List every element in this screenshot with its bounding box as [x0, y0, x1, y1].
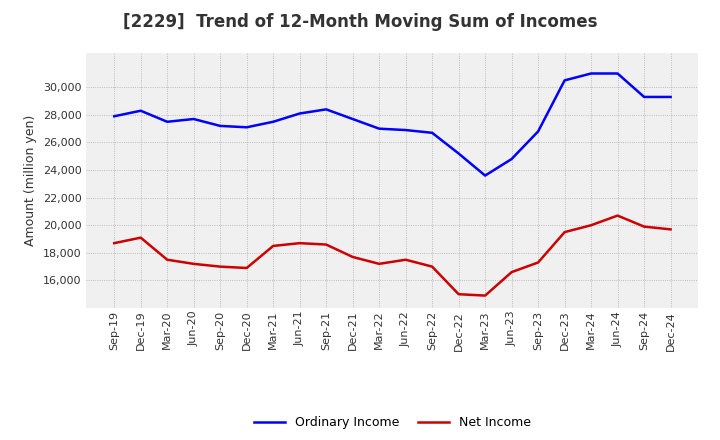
Ordinary Income [295, 111, 304, 116]
Ordinary Income [534, 129, 542, 134]
Ordinary Income [216, 123, 225, 128]
Ordinary Income [348, 116, 357, 121]
Y-axis label: Amount (million yen): Amount (million yen) [24, 115, 37, 246]
Net Income [508, 269, 516, 275]
Line: Ordinary Income: Ordinary Income [114, 73, 670, 176]
Net Income [216, 264, 225, 269]
Ordinary Income [454, 151, 463, 156]
Net Income [375, 261, 384, 267]
Net Income [295, 241, 304, 246]
Ordinary Income [666, 94, 675, 99]
Net Income [587, 223, 595, 228]
Net Income [189, 261, 198, 267]
Ordinary Income [401, 128, 410, 133]
Net Income [322, 242, 330, 247]
Legend: Ordinary Income, Net Income: Ordinary Income, Net Income [248, 411, 536, 434]
Ordinary Income [508, 156, 516, 161]
Ordinary Income [587, 71, 595, 76]
Net Income [401, 257, 410, 262]
Ordinary Income [613, 71, 622, 76]
Net Income [110, 241, 119, 246]
Net Income [454, 292, 463, 297]
Ordinary Income [243, 125, 251, 130]
Net Income [640, 224, 649, 229]
Ordinary Income [269, 119, 277, 125]
Ordinary Income [163, 119, 171, 125]
Net Income [534, 260, 542, 265]
Net Income [136, 235, 145, 240]
Net Income [613, 213, 622, 218]
Ordinary Income [110, 114, 119, 119]
Net Income [243, 265, 251, 271]
Ordinary Income [428, 130, 436, 136]
Net Income [428, 264, 436, 269]
Net Income [269, 243, 277, 249]
Ordinary Income [322, 107, 330, 112]
Net Income [163, 257, 171, 262]
Net Income [666, 227, 675, 232]
Net Income [348, 254, 357, 260]
Net Income [481, 293, 490, 298]
Ordinary Income [640, 94, 649, 99]
Line: Net Income: Net Income [114, 216, 670, 296]
Net Income [560, 230, 569, 235]
Ordinary Income [481, 173, 490, 178]
Ordinary Income [136, 108, 145, 114]
Ordinary Income [189, 116, 198, 121]
Text: [2229]  Trend of 12-Month Moving Sum of Incomes: [2229] Trend of 12-Month Moving Sum of I… [122, 13, 598, 31]
Ordinary Income [375, 126, 384, 131]
Ordinary Income [560, 78, 569, 83]
